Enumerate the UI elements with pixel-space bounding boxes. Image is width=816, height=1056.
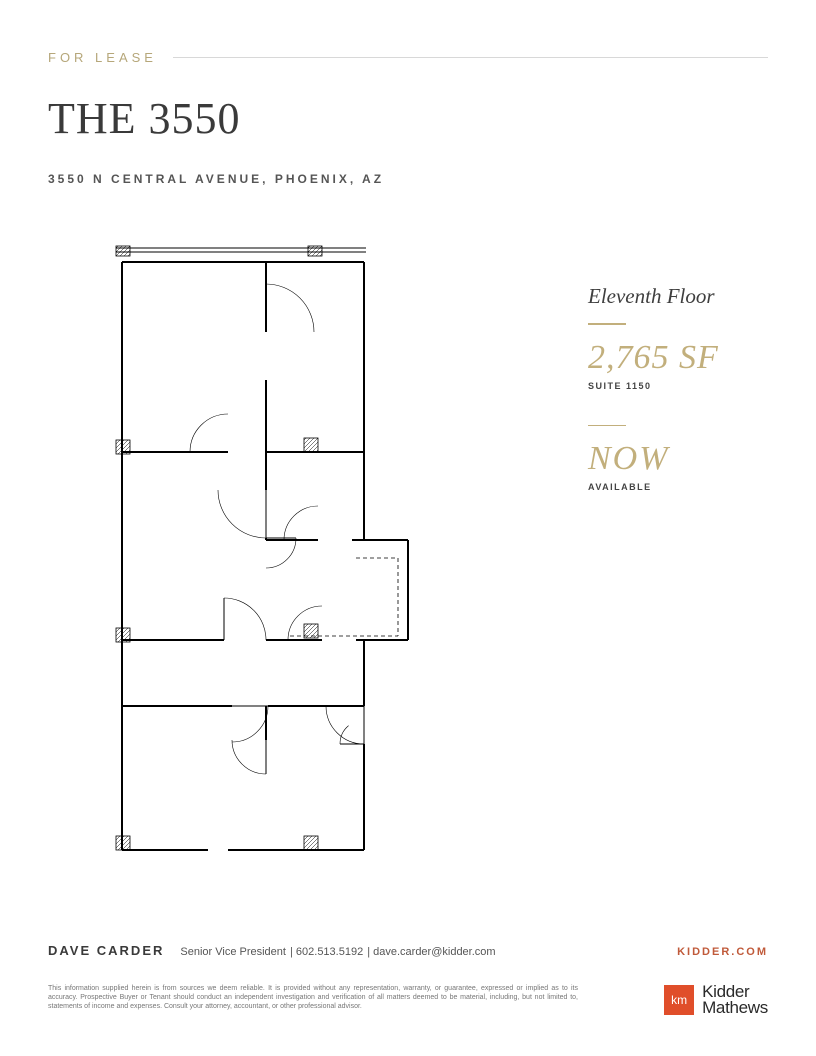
logo-text: Kidder Mathews <box>702 984 768 1016</box>
eyebrow-row: FOR LEASE <box>48 50 768 65</box>
contact-email: dave.carder@kidder.com <box>373 946 495 958</box>
logo-mark-icon: km <box>664 985 694 1015</box>
floorplan-svg <box>108 240 448 860</box>
gold-rule-1 <box>588 323 626 325</box>
now-label: NOW <box>588 440 768 478</box>
gold-rule-2 <box>588 425 626 427</box>
eyebrow-label: FOR LEASE <box>48 50 157 65</box>
contact-title: Senior Vice President <box>180 946 286 958</box>
contact-phone: 602.513.5192 <box>296 946 363 958</box>
logo-line-2: Mathews <box>702 1000 768 1016</box>
lease-flyer-page: FOR LEASE THE 3550 3550 N CENTRAL AVENUE… <box>0 0 816 1056</box>
floor-label: Eleventh Floor <box>588 284 768 309</box>
info-panel: Eleventh Floor 2,765 SF SUITE 1150 NOW A… <box>588 240 768 860</box>
contact-row: DAVE CARDER Senior Vice President | 602.… <box>48 942 768 960</box>
disclaimer-text: This information supplied herein is from… <box>48 984 578 1011</box>
property-title: THE 3550 <box>48 93 768 144</box>
contact-block: DAVE CARDER Senior Vice President | 602.… <box>48 942 496 960</box>
website-label: KIDDER.COM <box>677 946 768 958</box>
property-address: 3550 N CENTRAL AVENUE, PHOENIX, AZ <box>48 172 768 186</box>
square-footage: 2,765 SF <box>588 339 768 377</box>
floorplan-diagram <box>108 240 548 860</box>
suite-label: SUITE 1150 <box>588 381 768 391</box>
contact-name: DAVE CARDER <box>48 943 164 958</box>
available-label: AVAILABLE <box>588 482 768 492</box>
bottom-row: This information supplied herein is from… <box>48 984 768 1016</box>
main-content: Eleventh Floor 2,765 SF SUITE 1150 NOW A… <box>48 240 768 860</box>
company-logo: km Kidder Mathews <box>664 984 768 1016</box>
eyebrow-divider <box>173 57 768 58</box>
footer: DAVE CARDER Senior Vice President | 602.… <box>48 942 768 1016</box>
